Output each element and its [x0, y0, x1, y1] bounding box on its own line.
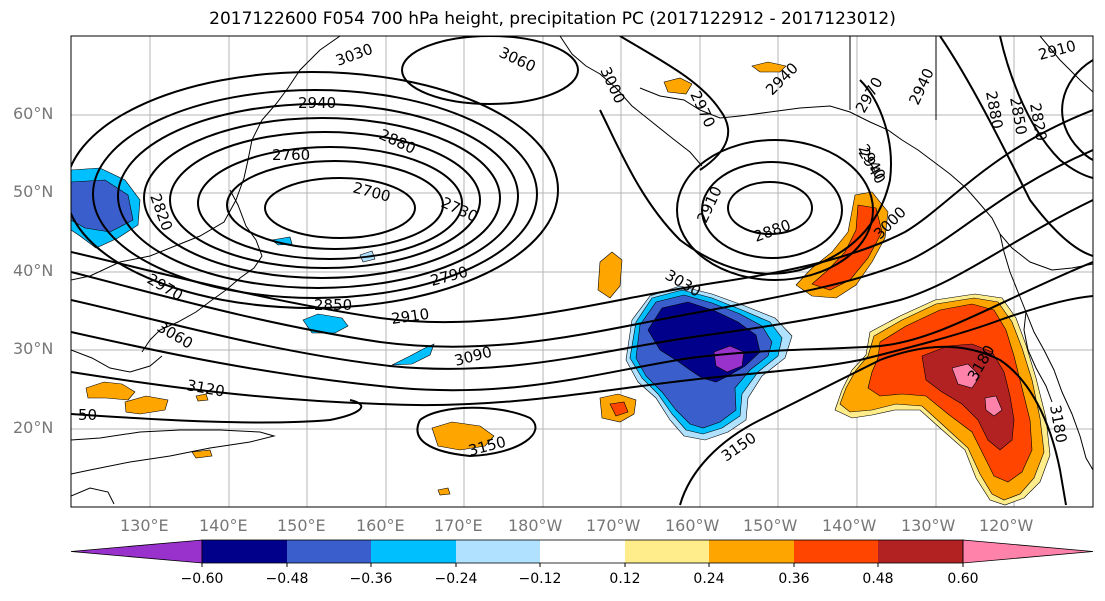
- contour-label: 50: [78, 406, 97, 424]
- lat-label: 30°N: [13, 339, 54, 358]
- coastlines: [71, 36, 1093, 505]
- contour-label: 2850: [314, 296, 352, 314]
- colorbar-extend-max: [962, 539, 1094, 564]
- colorbar-cell: [878, 540, 963, 563]
- colorbar-tick-label: −0.36: [349, 571, 393, 587]
- contour-label: 2910: [390, 305, 430, 328]
- colorbar-tick-label: 0.12: [609, 571, 641, 587]
- lon-label: 160°E: [356, 516, 405, 535]
- lat-label: 20°N: [13, 418, 54, 437]
- lon-label: 140°W: [822, 516, 877, 535]
- lon-label: 140°E: [199, 516, 248, 535]
- map-frame: [70, 35, 1094, 508]
- colorbar-extend-min: [70, 539, 203, 564]
- lon-label: 130°W: [901, 516, 956, 535]
- precip-warm-southeast: [834, 293, 1051, 506]
- lat-label: 40°N: [13, 261, 54, 280]
- colorbar-tick-label: −0.60: [180, 571, 224, 587]
- lon-label: 150°E: [277, 516, 326, 535]
- colorbar-tick-label: 0.24: [693, 571, 725, 587]
- colorbar-tick-label: −0.24: [434, 571, 478, 587]
- colorbar-cell: [540, 540, 625, 563]
- colorbar-tick-label: −0.48: [265, 571, 309, 587]
- lon-label: 120°W: [979, 516, 1034, 535]
- lon-label: 150°W: [743, 516, 798, 535]
- lon-label: 160°W: [665, 516, 720, 535]
- lat-label: 50°N: [13, 182, 54, 201]
- colorbar-cell: [287, 540, 371, 563]
- precip-blue-west: [71, 167, 435, 366]
- lon-label: 170°E: [434, 516, 483, 535]
- colorbar-tick-label: 0.36: [778, 571, 810, 587]
- colorbar-cell: [202, 540, 287, 563]
- lat-label: 60°N: [13, 104, 54, 123]
- colorbar-cell: [456, 540, 540, 563]
- colorbar-cell: [794, 540, 878, 563]
- colorbar-tick-label: −0.12: [518, 571, 562, 587]
- colorbar-cell: [371, 540, 456, 563]
- precip-warm-small: [85, 61, 787, 496]
- contour-label: 2940: [298, 94, 336, 112]
- lon-label: 180°W: [508, 516, 563, 535]
- height-contours: [71, 36, 1093, 506]
- colorbar-outline: [201, 539, 964, 564]
- colorbar-tick-label: 0.48: [862, 571, 894, 587]
- colorbar-tick-label: 0.60: [947, 571, 979, 587]
- contour-label: 2760: [272, 146, 310, 164]
- lon-label: 130°E: [120, 516, 169, 535]
- precip-blue-central: [625, 285, 793, 441]
- lon-label: 170°W: [586, 516, 641, 535]
- map-title: 2017122600 F054 700 hPa height, precipit…: [209, 9, 896, 29]
- colorbar-cell: [625, 540, 709, 563]
- colorbar-cell: [709, 540, 794, 563]
